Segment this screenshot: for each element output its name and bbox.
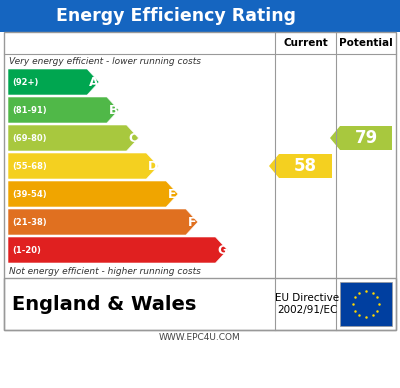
Text: (81-91): (81-91) [12,106,47,114]
Text: Energy Efficiency Rating: Energy Efficiency Rating [56,7,296,25]
Text: D: D [148,159,158,173]
Text: WWW.EPC4U.COM: WWW.EPC4U.COM [159,334,241,343]
Polygon shape [8,237,228,263]
Bar [340,282,392,326]
Text: A: A [89,76,99,88]
Bar [4,32,396,330]
Polygon shape [8,153,158,179]
Text: Not energy efficient - higher running costs: Not energy efficient - higher running co… [9,267,201,275]
Bar [4,278,396,330]
Text: 58: 58 [294,157,317,175]
Polygon shape [8,209,198,235]
Polygon shape [330,126,392,150]
Text: Potential: Potential [339,38,393,48]
Text: C: C [128,132,138,144]
Polygon shape [8,181,178,207]
Bar [0,0,400,32]
Polygon shape [269,154,332,178]
Text: England & Wales: England & Wales [12,294,196,314]
Polygon shape [8,69,99,95]
Polygon shape [8,125,138,151]
Text: EU Directive
2002/91/EC: EU Directive 2002/91/EC [276,293,340,315]
Text: (69-80): (69-80) [12,133,46,142]
Text: Current: Current [283,38,328,48]
Text: (21-38): (21-38) [12,218,47,227]
Text: (55-68): (55-68) [12,161,47,170]
Text: F: F [188,215,196,229]
Text: (39-54): (39-54) [12,189,47,199]
Text: (1-20): (1-20) [12,246,41,255]
Text: E: E [168,187,176,201]
Text: (92+): (92+) [12,78,38,87]
Text: 79: 79 [354,129,378,147]
Text: G: G [218,244,228,256]
Polygon shape [8,97,119,123]
Text: B: B [109,104,118,116]
Text: Very energy efficient - lower running costs: Very energy efficient - lower running co… [9,57,201,66]
